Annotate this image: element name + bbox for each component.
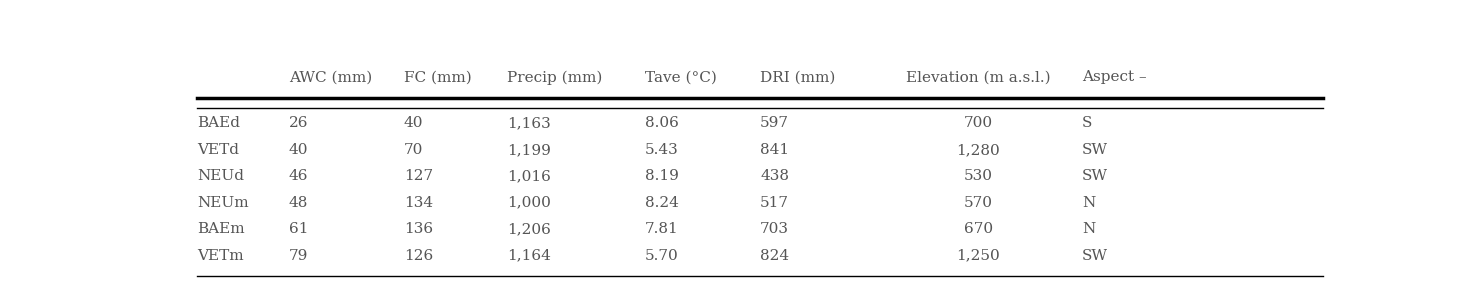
Text: NEUd: NEUd [197,169,243,183]
Text: Precip (mm): Precip (mm) [507,70,602,85]
Text: S: S [1083,116,1091,130]
Text: Aspect –: Aspect – [1083,70,1146,84]
Text: 1,199: 1,199 [507,143,552,157]
Text: 1,280: 1,280 [957,143,1001,157]
Text: SW: SW [1083,249,1108,263]
Text: 79: 79 [289,249,308,263]
Text: 1,250: 1,250 [957,249,1001,263]
Text: VETd: VETd [197,143,239,157]
Text: 1,016: 1,016 [507,169,552,183]
Text: 570: 570 [964,196,994,210]
Text: N: N [1083,222,1094,236]
Text: 127: 127 [403,169,433,183]
Text: 841: 841 [759,143,789,157]
Text: 703: 703 [759,222,789,236]
Text: 5.70: 5.70 [645,249,679,263]
Text: 438: 438 [759,169,789,183]
Text: 670: 670 [964,222,994,236]
Text: 1,000: 1,000 [507,196,552,210]
Text: 70: 70 [403,143,423,157]
Text: 597: 597 [759,116,789,130]
Text: AWC (mm): AWC (mm) [289,70,372,84]
Text: FC (mm): FC (mm) [403,70,472,84]
Text: 1,164: 1,164 [507,249,552,263]
Text: BAEd: BAEd [197,116,240,130]
Text: Tave (°C): Tave (°C) [645,70,716,84]
Text: 134: 134 [403,196,433,210]
Text: NEUm: NEUm [197,196,249,210]
Text: Elevation (m a.s.l.): Elevation (m a.s.l.) [906,70,1051,84]
Text: 8.06: 8.06 [645,116,679,130]
Text: 126: 126 [403,249,433,263]
Text: 7.81: 7.81 [645,222,679,236]
Text: 61: 61 [289,222,308,236]
Text: 48: 48 [289,196,308,210]
Text: VETm: VETm [197,249,243,263]
Text: SW: SW [1083,169,1108,183]
Text: 8.19: 8.19 [645,169,679,183]
Text: SW: SW [1083,143,1108,157]
Text: 46: 46 [289,169,308,183]
Text: N: N [1083,196,1094,210]
Text: DRI (mm): DRI (mm) [759,70,835,84]
Text: 530: 530 [964,169,994,183]
Text: 40: 40 [289,143,308,157]
Text: 517: 517 [759,196,789,210]
Text: 136: 136 [403,222,433,236]
Text: 26: 26 [289,116,308,130]
Text: BAEm: BAEm [197,222,245,236]
Text: 1,163: 1,163 [507,116,552,130]
Text: 824: 824 [759,249,789,263]
Text: 5.43: 5.43 [645,143,679,157]
Text: 1,206: 1,206 [507,222,552,236]
Text: 700: 700 [964,116,994,130]
Text: 40: 40 [403,116,423,130]
Text: 8.24: 8.24 [645,196,679,210]
